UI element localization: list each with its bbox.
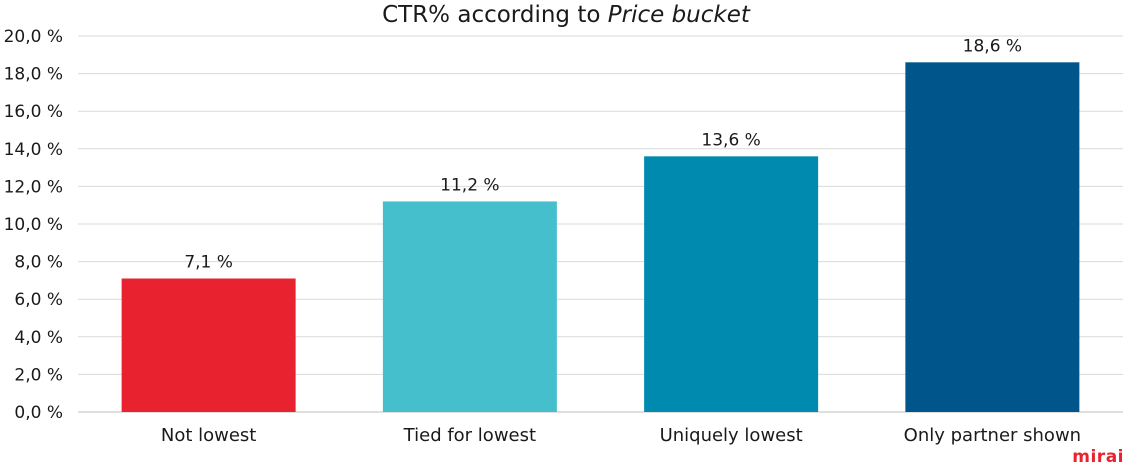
data-label: 13,6 % xyxy=(701,130,760,150)
brand-logo: mirai xyxy=(1072,447,1124,467)
chart-title: CTR% according to Price bucket xyxy=(0,2,1132,28)
bar xyxy=(644,156,819,412)
x-tick-label: Only partner shown xyxy=(904,425,1081,446)
bar xyxy=(905,62,1080,412)
chart-title-italic: Price bucket xyxy=(607,2,750,28)
data-label: 11,2 % xyxy=(440,175,499,195)
chart-title-plain: CTR% according to xyxy=(382,2,608,28)
x-tick-label: Uniquely lowest xyxy=(660,425,803,446)
data-label: 18,6 % xyxy=(963,36,1022,56)
y-tick-label: 8,0 % xyxy=(14,253,63,273)
x-tick-label: Not lowest xyxy=(161,425,257,446)
x-tick-label: Tied for lowest xyxy=(403,425,536,446)
bar xyxy=(382,201,557,412)
y-tick-label: 10,0 % xyxy=(4,215,63,235)
y-tick-label: 0,0 % xyxy=(14,403,63,423)
y-tick-label: 6,0 % xyxy=(14,290,63,310)
bar xyxy=(121,278,296,412)
y-tick-label: 4,0 % xyxy=(14,328,63,348)
y-tick-label: 12,0 % xyxy=(4,177,63,197)
y-tick-label: 14,0 % xyxy=(4,140,63,160)
y-tick-label: 18,0 % xyxy=(4,65,63,85)
y-tick-label: 20,0 % xyxy=(4,27,63,47)
y-tick-label: 2,0 % xyxy=(14,365,63,385)
y-tick-label: 16,0 % xyxy=(4,102,63,122)
data-label: 7,1 % xyxy=(184,253,233,273)
